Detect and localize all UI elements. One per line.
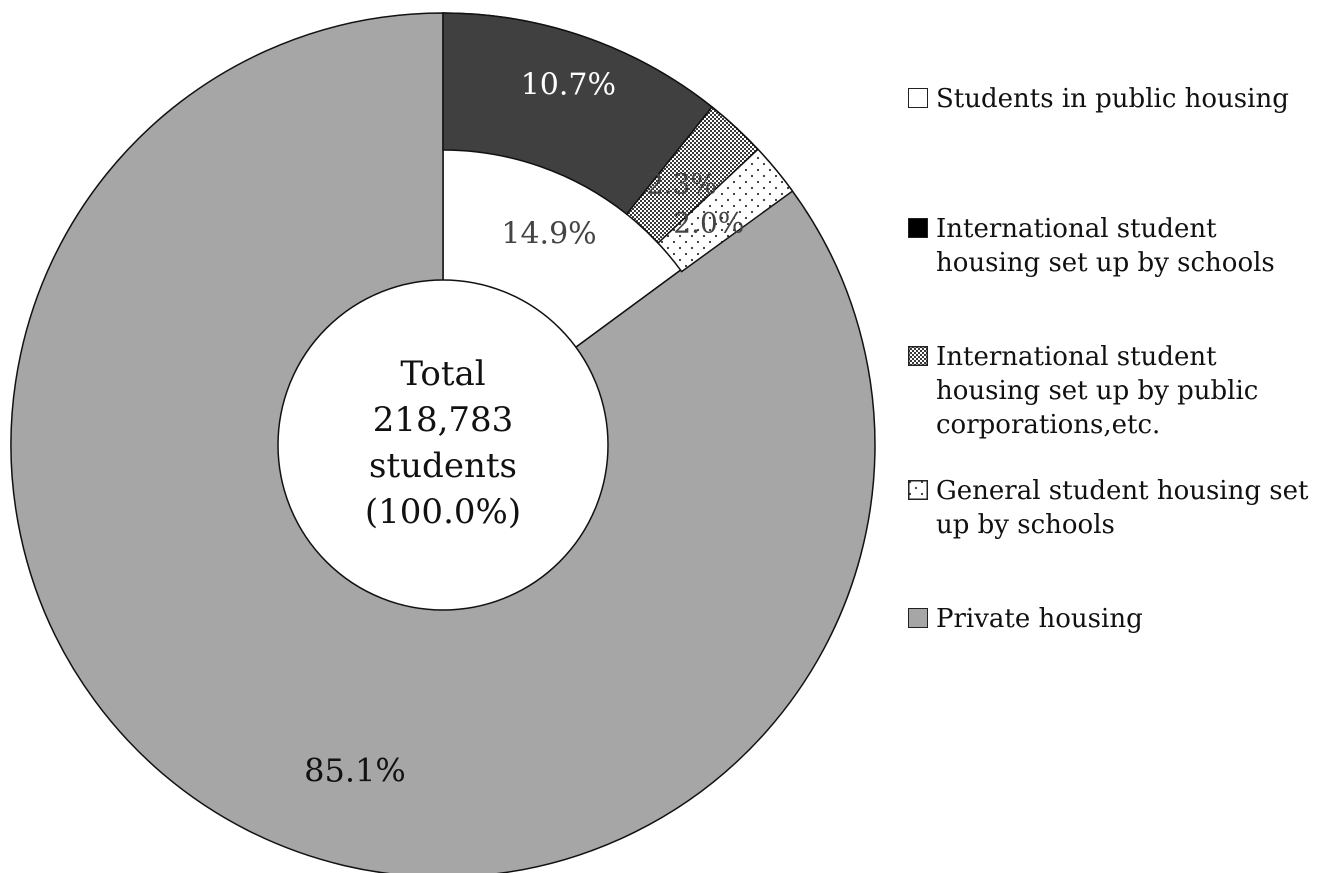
center-hole [277,279,609,611]
legend-label: General student housing set up by school… [936,476,1309,540]
legend-label: International student housing set up by … [936,214,1275,278]
value-label: 85.1% [304,752,406,790]
legend-swatch-black [908,218,928,238]
legend-label: Students in public housing [936,84,1289,114]
legend-label: International student housing set up by … [936,342,1259,440]
legend-item-public-housing: Students in public housing [908,82,1326,116]
legend-swatch-white [908,88,928,108]
center-label-line: (100.0%) [365,492,521,532]
legend-item-private-housing: Private housing [908,602,1326,636]
legend-item-school-international: International student housing set up by … [908,212,1326,280]
value-label: 2.0% [673,207,744,240]
center-label-line: Total [400,354,485,394]
value-label: 14.9% [501,216,596,251]
legend-item-public-corp-international: International student housing set up by … [908,340,1326,442]
center-label-line: 218,783 [373,400,514,440]
value-label: 10.7% [521,67,616,102]
center-label-line: students [369,446,517,486]
legend-swatch-dots [908,480,928,500]
legend-label: Private housing [936,604,1143,634]
pie-chart: 10.7% 2.3% 2.0% 14.9% 85.1% Total 218,783 stude… [10,12,876,873]
value-label: 2.3% [646,168,717,201]
legend-swatch-crosshatch [908,346,928,366]
legend-item-school-general: General student housing set up by school… [908,474,1326,542]
legend-swatch-gray [908,608,928,628]
slice-school-general-housing [656,148,794,273]
slice-private-housing [10,12,876,873]
